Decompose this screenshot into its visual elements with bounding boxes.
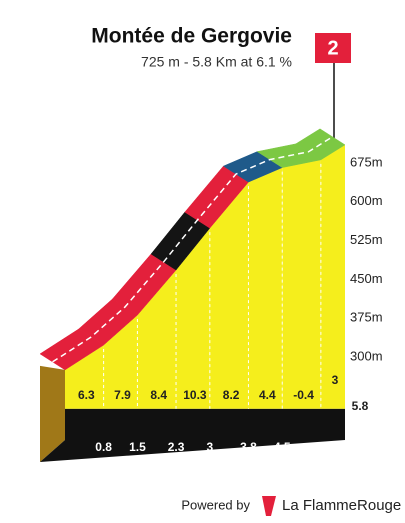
brand-logo <box>262 496 276 516</box>
y-tick-label: 450m <box>350 271 383 286</box>
km-label: 2.3 <box>168 440 185 454</box>
chart-subtitle: 725 m - 5.8 Km at 6.1 % <box>141 54 292 70</box>
profile-face <box>103 315 138 409</box>
gradient-label: 4.4 <box>259 388 276 402</box>
chart-title: Montée de Gergovie <box>91 25 292 48</box>
profile-face <box>209 182 249 409</box>
profile-face <box>137 270 177 409</box>
gradient-label: 6.3 <box>78 388 95 402</box>
center-line <box>52 136 333 363</box>
profile-face <box>176 228 210 409</box>
flag <box>315 33 351 63</box>
km-label: 3 <box>206 440 213 454</box>
profile-face <box>248 167 283 409</box>
km-label: 5.3 <box>313 440 330 454</box>
km-label: 3.8 <box>240 440 257 454</box>
profile-side <box>40 365 65 462</box>
y-tick-label: 300m <box>350 348 383 363</box>
km-label: 1.5 <box>129 440 146 454</box>
profile-face <box>65 345 104 409</box>
profile-face <box>282 159 321 409</box>
profile-base <box>40 408 345 462</box>
km-label: 0.8 <box>95 440 112 454</box>
powered-by: Powered by <box>181 497 250 512</box>
gradient-label: 8.2 <box>223 388 240 402</box>
y-tick-label: 375m <box>350 310 383 325</box>
brand: La FlammeRouge <box>282 497 401 514</box>
km-label: 4.5 <box>274 440 291 454</box>
gradient-label: 10.3 <box>183 388 207 402</box>
y-tick-label: 600m <box>350 193 383 208</box>
profile-face <box>320 144 345 409</box>
gradient-label: 7.9 <box>114 388 131 402</box>
flag-label: 2 <box>327 37 338 59</box>
gradient-label: 3 <box>332 373 339 387</box>
y-tick-label: 675m <box>350 154 383 169</box>
km-label: 5.8 <box>352 399 369 413</box>
y-tick-label: 525m <box>350 232 383 247</box>
gradient-label: 8.4 <box>150 388 167 402</box>
gradient-label: -0.4 <box>293 388 314 402</box>
